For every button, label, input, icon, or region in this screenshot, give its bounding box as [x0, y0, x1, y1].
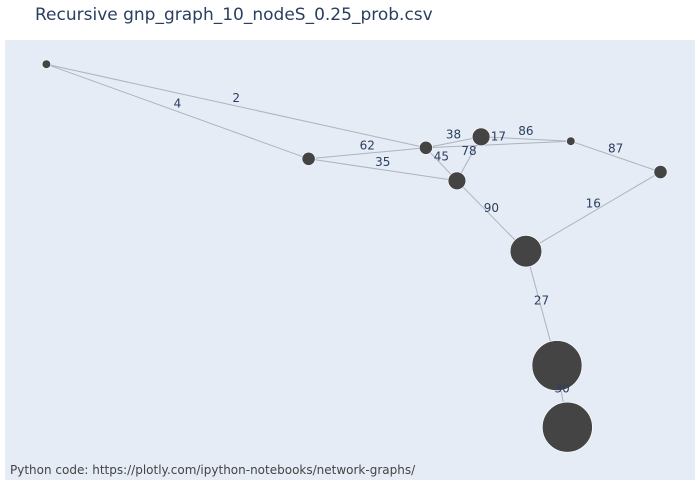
edge-4-5	[481, 136, 571, 142]
edge-6-7	[525, 171, 661, 252]
edge-weight-label: 78	[461, 144, 476, 158]
edge-weight-label: 35	[375, 155, 390, 169]
edge-2-4	[425, 136, 482, 149]
graph-node-8[interactable]	[531, 340, 583, 391]
graph-node-3[interactable]	[447, 171, 467, 191]
nodes-layer	[41, 59, 668, 453]
graph-node-6[interactable]	[653, 165, 668, 179]
edge-weight-label: 4	[174, 97, 182, 111]
graph-node-4[interactable]	[471, 127, 491, 147]
graph-node-7[interactable]	[509, 235, 543, 268]
edge-0-1	[46, 63, 309, 160]
edge-3-7	[456, 180, 527, 252]
edge-1-2	[308, 147, 426, 160]
edge-weight-label: 38	[446, 127, 461, 141]
graph-node-5[interactable]	[566, 136, 576, 146]
edge-2-5	[425, 140, 571, 149]
edge-0-2	[46, 63, 427, 149]
edge-weight-label: 62	[360, 138, 375, 152]
edge-weight-label: 86	[518, 124, 533, 138]
edge-1-3	[308, 158, 458, 182]
source-footnote: Python code: https://plotly.com/ipython-…	[10, 463, 416, 477]
edge-weight-label: 30	[555, 381, 570, 395]
edge-weight-label: 45	[434, 149, 449, 163]
edge-weight-label: 2	[232, 91, 240, 105]
edge-weight-label: 17	[491, 130, 506, 144]
graph-node-0[interactable]	[41, 59, 52, 69]
chart-title: Recursive gnp_graph_10_nodeS_0.25_prob.c…	[35, 5, 433, 25]
edge-weight-label: 90	[484, 201, 499, 215]
edge-weight-label: 87	[608, 142, 623, 156]
graph-node-2[interactable]	[418, 140, 433, 155]
edge-weight-label: 27	[534, 293, 549, 307]
edge-weight-label: 16	[586, 197, 601, 211]
graph-node-9[interactable]	[542, 401, 593, 453]
edge-5-6	[570, 140, 661, 173]
graph-node-1[interactable]	[301, 151, 316, 166]
